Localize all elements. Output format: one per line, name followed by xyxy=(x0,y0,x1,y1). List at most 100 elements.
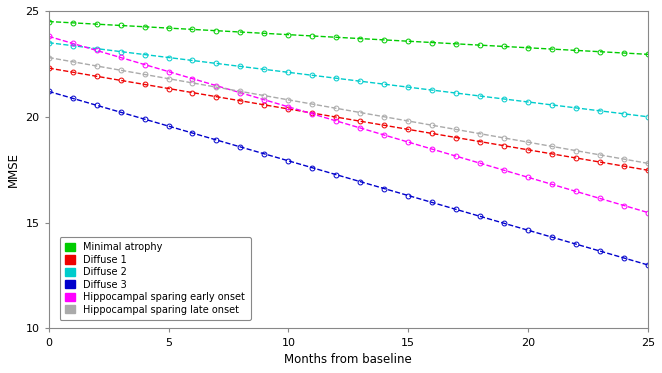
Diffuse 3 xyxy=(404,193,412,198)
Diffuse 2 xyxy=(524,100,532,104)
Hippocampal sparing late onset xyxy=(404,119,412,123)
Hippocampal sparing early onset xyxy=(213,84,220,88)
Diffuse 1 xyxy=(285,107,293,111)
Hippocampal sparing early onset xyxy=(476,161,484,166)
Diffuse 3 xyxy=(620,256,628,260)
Diffuse 2 xyxy=(69,43,77,48)
Diffuse 2 xyxy=(548,103,556,107)
Minimal atrophy xyxy=(117,23,124,28)
Hippocampal sparing late onset xyxy=(236,89,244,94)
Hippocampal sparing late onset xyxy=(44,55,52,60)
Y-axis label: MMSE: MMSE xyxy=(7,152,20,187)
Diffuse 2 xyxy=(356,79,364,84)
Diffuse 2 xyxy=(572,106,580,110)
Hippocampal sparing early onset xyxy=(117,55,124,60)
Hippocampal sparing late onset xyxy=(380,115,388,119)
Hippocampal sparing early onset xyxy=(140,62,148,67)
Diffuse 1 xyxy=(356,119,364,123)
Minimal atrophy xyxy=(476,43,484,47)
Diffuse 3 xyxy=(644,263,652,267)
Diffuse 2 xyxy=(644,115,652,119)
Hippocampal sparing late onset xyxy=(69,60,77,64)
Diffuse 3 xyxy=(260,152,268,156)
Hippocampal sparing late onset xyxy=(93,64,101,68)
Hippocampal sparing early onset xyxy=(452,154,460,159)
Diffuse 2 xyxy=(428,88,436,93)
Diffuse 3 xyxy=(44,89,52,94)
Hippocampal sparing early onset xyxy=(236,91,244,95)
Diffuse 2 xyxy=(140,52,148,57)
Diffuse 3 xyxy=(452,207,460,211)
Diffuse 1 xyxy=(332,115,340,119)
Minimal atrophy xyxy=(356,36,364,41)
Minimal atrophy xyxy=(44,19,52,24)
Hippocampal sparing early onset xyxy=(356,126,364,130)
Diffuse 1 xyxy=(572,156,580,160)
Hippocampal sparing early onset xyxy=(620,203,628,208)
Diffuse 1 xyxy=(644,168,652,172)
Diffuse 1 xyxy=(69,70,77,75)
Diffuse 1 xyxy=(260,103,268,107)
Diffuse 1 xyxy=(189,90,197,95)
Legend: Minimal atrophy, Diffuse 1, Diffuse 2, Diffuse 3, Hippocampal sparing early onse: Minimal atrophy, Diffuse 1, Diffuse 2, D… xyxy=(60,236,250,320)
Diffuse 3 xyxy=(332,172,340,177)
Minimal atrophy xyxy=(404,39,412,43)
Diffuse 3 xyxy=(308,166,316,170)
Diffuse 2 xyxy=(476,94,484,98)
Minimal atrophy xyxy=(140,25,148,29)
Diffuse 1 xyxy=(596,160,604,164)
Diffuse 2 xyxy=(452,91,460,95)
Hippocampal sparing early onset xyxy=(524,175,532,179)
Hippocampal sparing early onset xyxy=(596,196,604,201)
Diffuse 2 xyxy=(596,109,604,113)
Hippocampal sparing late onset xyxy=(500,136,508,140)
Hippocampal sparing early onset xyxy=(285,104,293,109)
Minimal atrophy xyxy=(332,35,340,40)
Diffuse 3 xyxy=(428,200,436,205)
Diffuse 1 xyxy=(380,123,388,128)
Hippocampal sparing late onset xyxy=(260,93,268,98)
Diffuse 3 xyxy=(500,221,508,226)
Minimal atrophy xyxy=(308,34,316,38)
Hippocampal sparing early onset xyxy=(93,48,101,53)
Diffuse 3 xyxy=(380,186,388,191)
Diffuse 2 xyxy=(44,40,52,45)
Hippocampal sparing late onset xyxy=(428,123,436,128)
Hippocampal sparing early onset xyxy=(500,168,508,173)
Hippocampal sparing late onset xyxy=(524,140,532,144)
Minimal atrophy xyxy=(93,22,101,26)
Minimal atrophy xyxy=(644,52,652,57)
Minimal atrophy xyxy=(260,31,268,35)
Minimal atrophy xyxy=(572,48,580,53)
Hippocampal sparing early onset xyxy=(428,147,436,151)
Diffuse 2 xyxy=(308,73,316,78)
Minimal atrophy xyxy=(189,27,197,32)
Line: Diffuse 2: Diffuse 2 xyxy=(46,40,651,119)
Minimal atrophy xyxy=(596,50,604,54)
Minimal atrophy xyxy=(380,38,388,42)
Diffuse 3 xyxy=(285,159,293,163)
Minimal atrophy xyxy=(69,21,77,25)
Hippocampal sparing early onset xyxy=(332,119,340,123)
Diffuse 2 xyxy=(213,61,220,66)
Diffuse 2 xyxy=(236,64,244,69)
Hippocampal sparing late onset xyxy=(356,110,364,115)
Diffuse 3 xyxy=(213,138,220,142)
Diffuse 1 xyxy=(500,144,508,148)
Line: Diffuse 3: Diffuse 3 xyxy=(46,89,651,267)
Diffuse 2 xyxy=(332,76,340,81)
Hippocampal sparing late onset xyxy=(140,72,148,77)
Hippocampal sparing early onset xyxy=(644,210,652,215)
Diffuse 1 xyxy=(308,111,316,115)
Diffuse 3 xyxy=(236,145,244,149)
Hippocampal sparing late onset xyxy=(117,68,124,72)
Hippocampal sparing late onset xyxy=(452,127,460,132)
Minimal atrophy xyxy=(428,40,436,45)
Hippocampal sparing early onset xyxy=(69,41,77,46)
Diffuse 3 xyxy=(572,242,580,247)
Hippocampal sparing late onset xyxy=(189,81,197,85)
Diffuse 1 xyxy=(452,135,460,140)
Line: Diffuse 1: Diffuse 1 xyxy=(46,66,651,173)
Minimal atrophy xyxy=(620,51,628,55)
X-axis label: Months from baseline: Months from baseline xyxy=(285,353,412,366)
